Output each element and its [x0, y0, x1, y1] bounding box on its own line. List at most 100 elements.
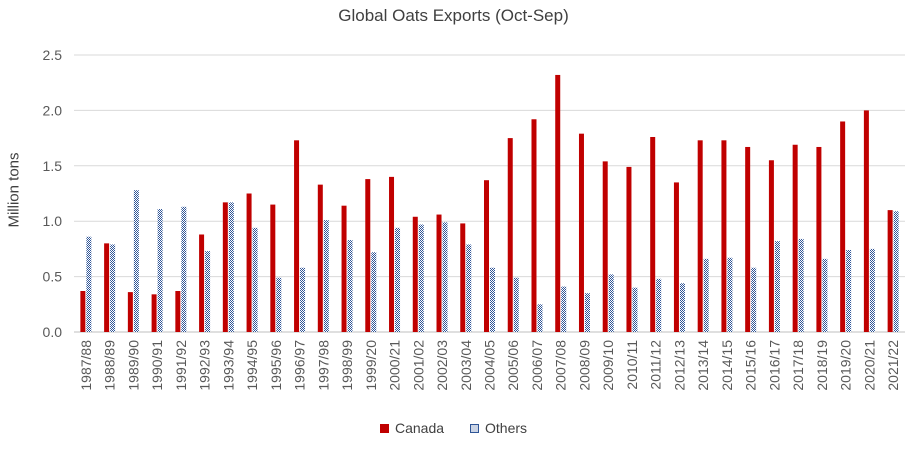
y-tick-label: 1.5 [43, 158, 63, 174]
x-tick-label: 1989/90 [125, 340, 141, 391]
bar-canada-1991-92 [175, 291, 181, 332]
bar-others-2000-21 [395, 227, 401, 332]
bar-canada-2009-10 [602, 161, 608, 332]
bar-canada-2006-07 [531, 119, 537, 332]
bar-others-2008-09 [584, 293, 590, 332]
bar-others-2012-13 [679, 283, 685, 332]
x-tick-label: 1992/93 [197, 340, 213, 391]
bars [80, 74, 899, 333]
bar-canada-1988-89 [104, 243, 110, 332]
bar-canada-1995-96 [270, 204, 276, 332]
bar-others-2014-15 [727, 257, 733, 332]
bar-others-1992-93 [205, 251, 211, 332]
bar-others-1995-96 [276, 277, 282, 332]
x-tick-label: 1999/20 [363, 340, 379, 391]
bar-others-2019-20 [846, 250, 852, 332]
x-tick-label: 2012/13 [671, 340, 687, 391]
bar-canada-1989-90 [127, 292, 133, 332]
y-tick-label: 2.0 [43, 102, 63, 118]
bar-others-1994-95 [252, 227, 258, 332]
tick-labels: 0.0 0.5 1.0 1.5 2.0 2.5 1987/88 1988/89 1989/90 1… [43, 47, 902, 391]
bar-others-1988-89 [110, 244, 116, 332]
bar-others-2006-07 [537, 304, 543, 332]
bar-others-2018-19 [822, 258, 828, 332]
x-tick-label: 2004/05 [482, 340, 498, 391]
bar-canada-2017-18 [792, 144, 798, 332]
bar-canada-2021-22 [887, 210, 893, 332]
x-tick-label: 2008/09 [576, 340, 592, 391]
bar-canada-2013-14 [697, 140, 703, 332]
bar-others-2021-22 [893, 211, 899, 332]
bar-others-1987-88 [86, 236, 92, 332]
x-tick-label: 1997/98 [315, 340, 331, 391]
x-tick-label: 2009/10 [600, 340, 616, 391]
bar-others-2015-16 [751, 267, 757, 332]
bar-canada-2000-21 [389, 176, 395, 332]
bar-canada-2004-05 [484, 180, 489, 332]
x-tick-label: 2010/11 [624, 340, 640, 390]
bar-others-2009-10 [608, 274, 614, 332]
x-tick-label: 1994/95 [244, 340, 260, 391]
bar-others-1996-97 [300, 267, 306, 332]
bar-canada-2008-09 [578, 133, 584, 332]
bar-others-2005-06 [513, 277, 519, 332]
bar-canada-2012-13 [673, 182, 679, 332]
bar-others-2004-05 [490, 267, 495, 332]
bar-canada-1997-98 [317, 184, 323, 332]
x-tick-label: 1998/99 [339, 340, 355, 391]
bar-canada-2011-12 [650, 136, 656, 332]
bar-others-1993-94 [228, 202, 234, 332]
legend-swatch-others [470, 423, 480, 433]
y-tick-label: 2.5 [43, 47, 63, 63]
bar-others-2002-03 [442, 222, 448, 332]
x-tick-label: 2020/21 [861, 340, 877, 391]
bar-canada-2010-11 [626, 166, 632, 332]
x-tick-label: 2007/08 [553, 340, 569, 391]
x-tick-label: 2011/12 [648, 340, 664, 390]
x-tick-label: 1995/96 [268, 340, 284, 391]
legend-item-others: Others [470, 420, 527, 436]
x-tick-label: 2014/15 [719, 340, 735, 391]
x-tick-label: 1988/89 [102, 340, 118, 391]
x-tick-label: 2021/22 [885, 340, 901, 391]
x-tick-label: 2013/14 [695, 340, 711, 391]
legend-swatch-canada [379, 423, 389, 433]
bar-canada-2014-15 [721, 140, 727, 332]
x-tick-label: 2017/18 [790, 340, 806, 391]
legend-label-others: Others [485, 420, 528, 436]
x-tick-label: 2006/07 [529, 340, 545, 391]
chart-title: Global Oats Exports (Oct-Sep) [338, 6, 569, 25]
bar-others-2010-11 [632, 287, 638, 332]
bar-canada-1993-94 [222, 202, 228, 332]
bar-canada-2003-04 [460, 223, 466, 332]
x-tick-label: 1987/88 [78, 340, 94, 391]
x-tick-label: 1991/92 [173, 340, 189, 391]
x-tick-label: 2000/21 [387, 340, 403, 391]
bar-others-1991-92 [181, 206, 187, 332]
x-tick-label: 2018/19 [814, 340, 830, 391]
bar-others-1990-91 [157, 209, 163, 332]
x-tick-label: 1990/91 [149, 340, 165, 391]
bar-others-2013-14 [703, 258, 709, 332]
x-tick-label: 2001/02 [410, 340, 426, 391]
bar-others-1998-99 [347, 240, 353, 332]
x-tick-label: 2016/17 [766, 340, 782, 391]
bar-canada-1990-91 [151, 294, 157, 332]
bar-canada-2016-17 [768, 160, 774, 332]
bar-canada-1992-93 [199, 234, 205, 332]
bar-canada-1998-99 [341, 205, 347, 332]
bar-canada-2001-02 [412, 216, 418, 332]
bar-others-1997-98 [323, 220, 329, 332]
x-tick-label: 2003/04 [458, 340, 474, 391]
bar-canada-1996-97 [294, 140, 300, 332]
legend: Canada Others [0, 420, 907, 436]
x-tick-label: 1996/97 [292, 340, 308, 391]
y-tick-label: 0.5 [43, 269, 63, 285]
legend-item-canada: Canada [379, 420, 444, 436]
bar-canada-1999-20 [365, 179, 371, 332]
bar-canada-2002-03 [436, 214, 442, 332]
y-tick-label: 1.0 [43, 213, 63, 229]
x-tick-label: 1993/94 [220, 340, 236, 391]
bar-others-2016-17 [774, 241, 780, 332]
bar-canada-2020-21 [863, 110, 869, 333]
